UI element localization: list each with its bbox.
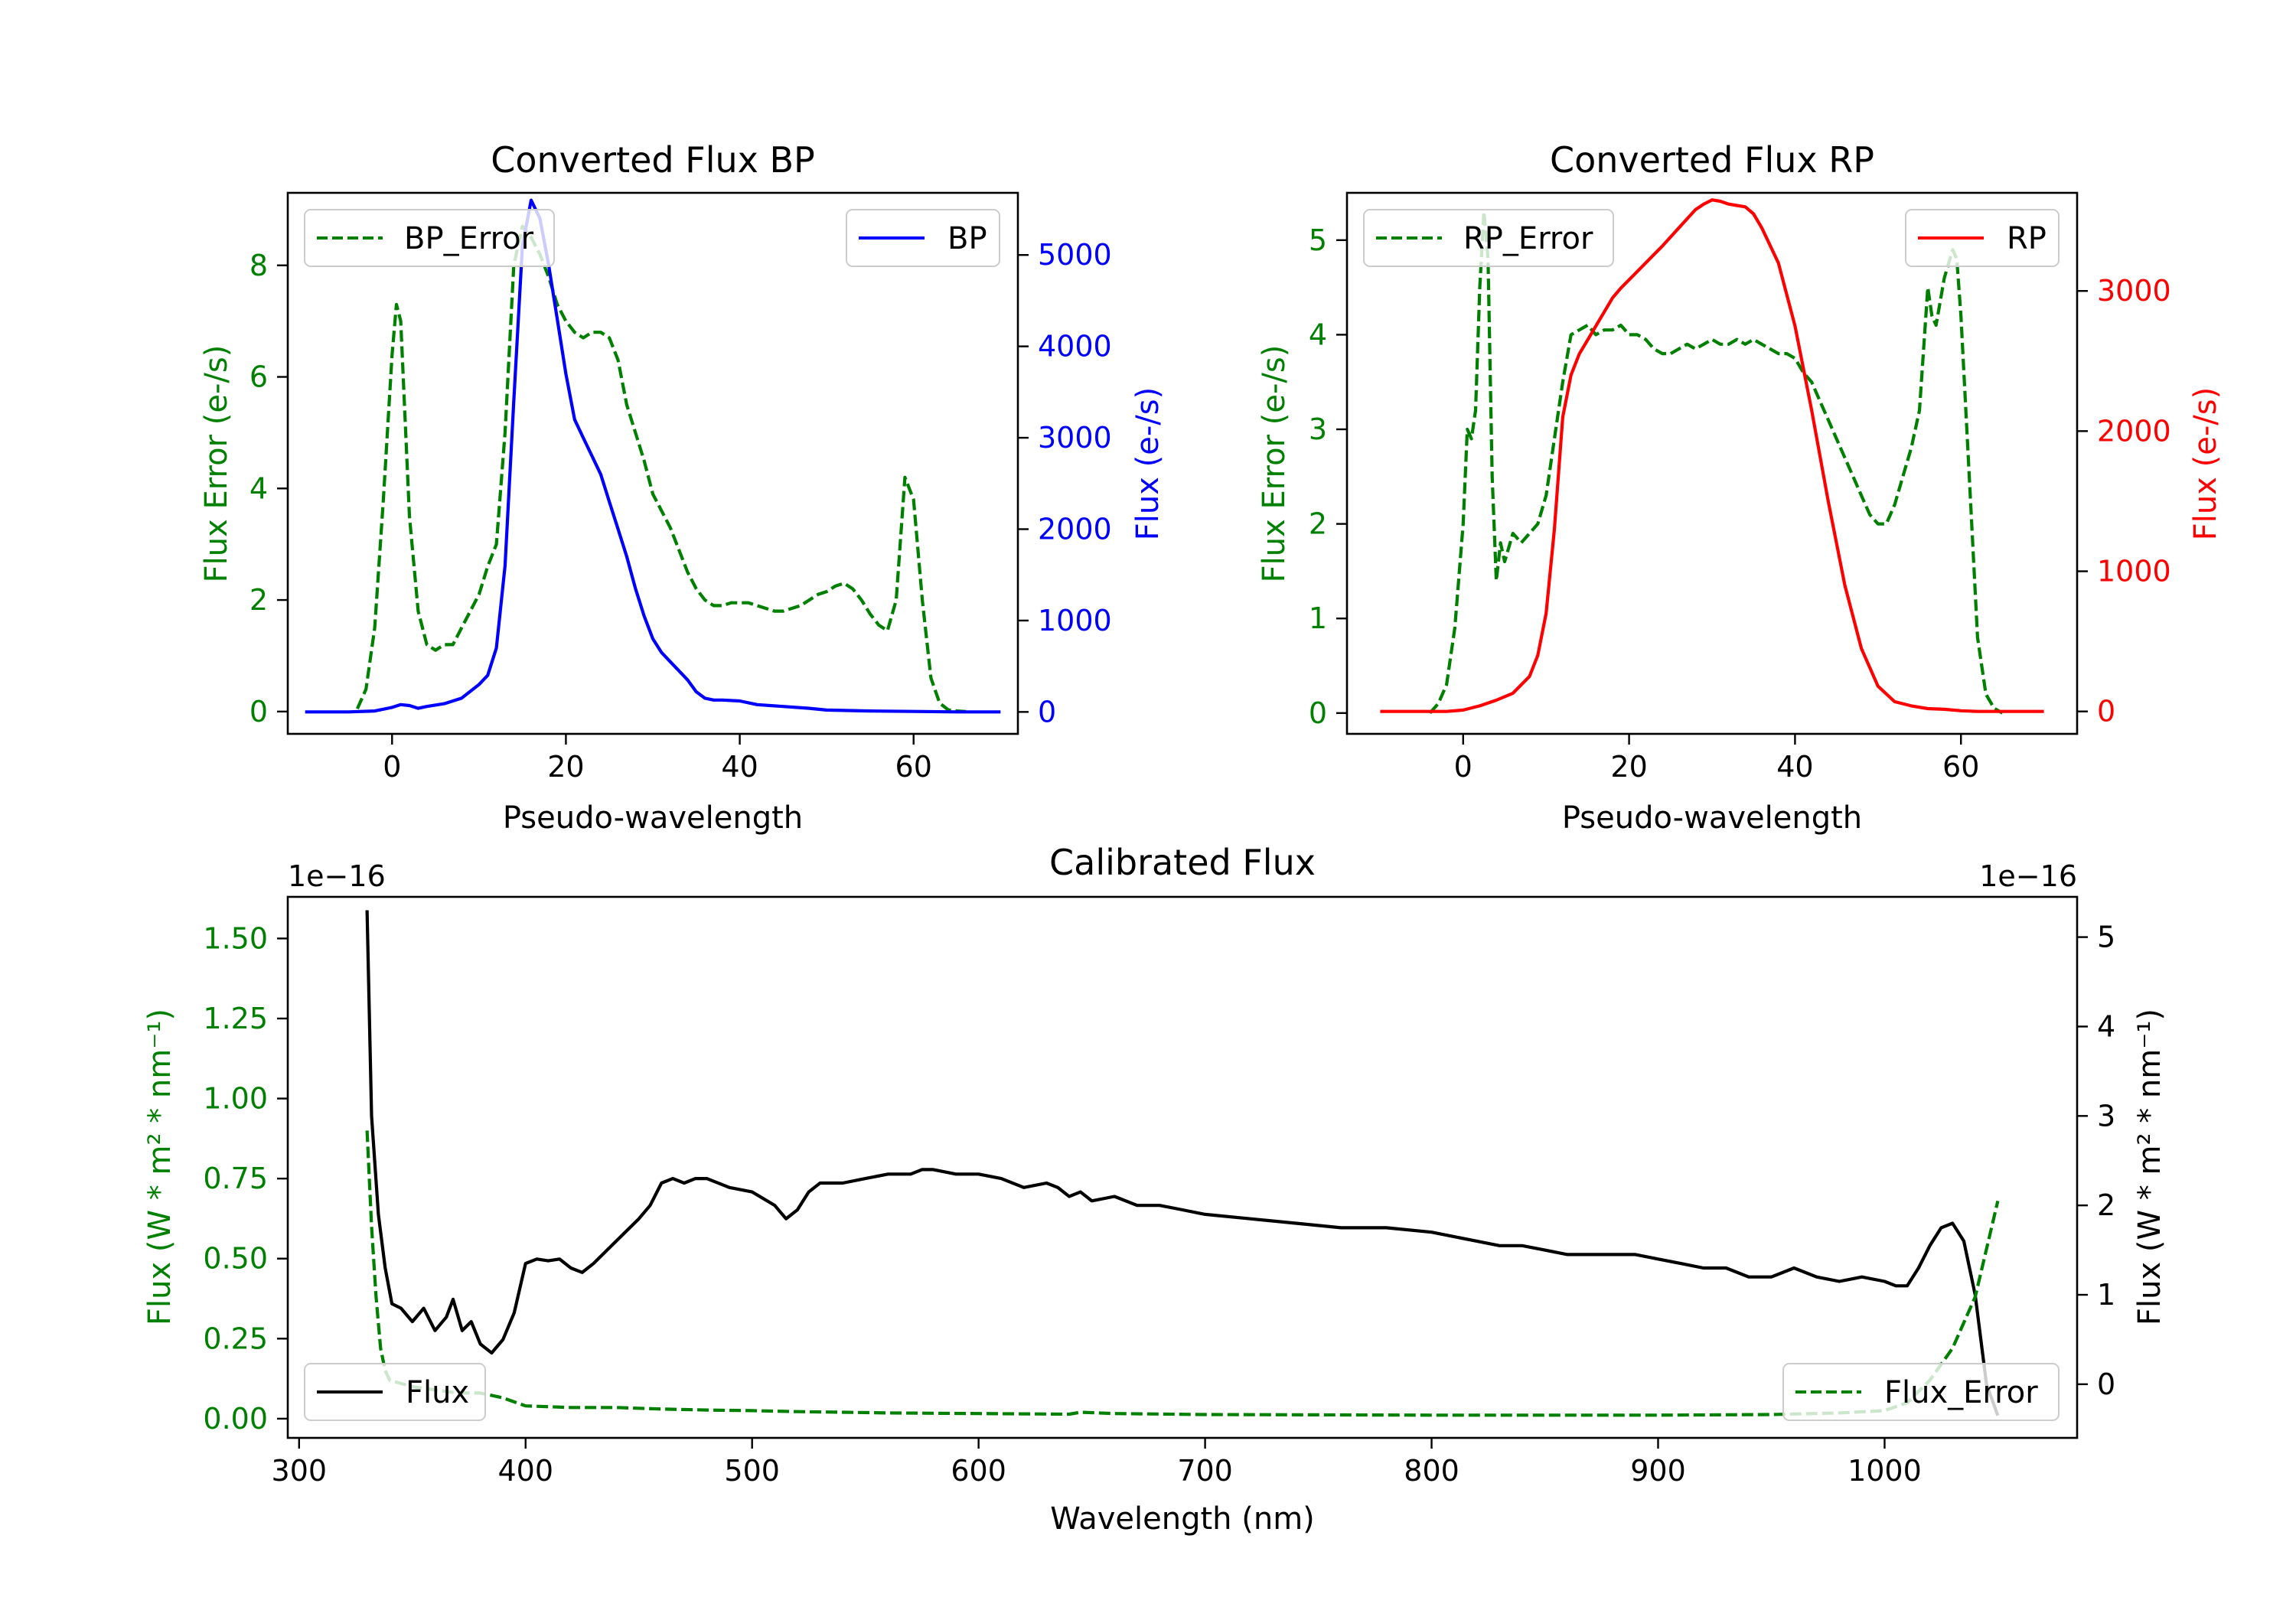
rp-left-y-tick-label: 0 [1309, 696, 1327, 730]
calibrated-axes-frame [286, 895, 2079, 1439]
rp-left-y-tick-label: 4 [1309, 318, 1327, 351]
rp-left-y-tick-label: 5 [1309, 223, 1327, 257]
calibrated-left-y-tick-label: 0.25 [203, 1322, 268, 1355]
rp-rp-line [1380, 198, 2044, 713]
bp-x-tick-label: 40 [721, 750, 758, 784]
calibrated-left-y-tick-label: 1.50 [203, 921, 268, 955]
flux-legend: Flux [304, 1363, 486, 1421]
bp-left-axis-label: Flux Error (e-/s) [199, 345, 234, 583]
bp-right-y-tick-label: 3000 [1038, 421, 1112, 455]
bp-legend: BP [846, 209, 1000, 267]
calibrated-left-y-tick-label: 0.75 [203, 1162, 268, 1195]
calibrated-left-y-tick-label: 1.25 [203, 1002, 268, 1035]
bp-error-legend: BP_Error [304, 209, 555, 267]
calibrated-right-y-tick-label: 1 [2097, 1278, 2115, 1312]
rp-chart-panel: Converted Flux RP 0 20 40 60 0 1 2 3 4 5 0 1000 20… [1257, 139, 2223, 836]
bp-x-tick-label: 60 [895, 750, 932, 784]
bp-left-y-tick-label: 2 [249, 583, 268, 617]
flux-legend-label: Flux [406, 1375, 469, 1410]
rp-left-y-tick-label: 3 [1309, 412, 1327, 446]
bp-chart-panel: Converted Flux BP 0 20 40 60 0 2 4 6 8 0 1000 200… [199, 139, 1166, 836]
bp-x-axis-label: Pseudo-wavelength [503, 800, 803, 836]
calibrated-right-y-tick-label: 4 [2097, 1009, 2115, 1043]
bp-bp-line [305, 198, 1001, 714]
bp-right-y-tick-label: 0 [1038, 695, 1056, 729]
bp-right-axis-label: Flux (e-/s) [1130, 387, 1166, 540]
calibrated-left-y-tick-label: 0.50 [203, 1242, 268, 1276]
bp-right-y-tick-label: 1000 [1038, 604, 1112, 637]
rp-x-tick-label: 60 [1942, 750, 1979, 784]
calibrated-x-tick-label: 1000 [1848, 1454, 1922, 1488]
calibrated-right-axis-label: Flux (W * m² * nm⁻¹) [2132, 1009, 2167, 1325]
rp-right-y-tick-label: 0 [2097, 695, 2115, 729]
rp-right-axis-label: Flux (e-/s) [2188, 387, 2223, 540]
bp-x-tick-label: 20 [547, 750, 584, 784]
rp-axes-frame [1345, 191, 2079, 735]
bp-axes-frame [286, 191, 1019, 735]
rp-left-y-tick-label: 1 [1309, 601, 1327, 635]
calibrated-right-y-tick-label: 5 [2097, 921, 2115, 954]
rp-left-y-tick-label: 2 [1309, 507, 1327, 541]
calibrated-left-axis-label: Flux (W * m² * nm⁻¹) [142, 1009, 178, 1325]
calibrated-left-y-tick-label: 1.00 [203, 1082, 268, 1116]
calibrated-x-tick-label: 700 [1177, 1454, 1233, 1488]
bp-right-y-tick-label: 4000 [1038, 330, 1112, 363]
rp-error-legend-frame [1363, 209, 1614, 267]
bp-left-y-tick-label: 4 [249, 471, 268, 505]
rp-right-y-tick-label: 1000 [2097, 555, 2171, 588]
calibrated-flux-error-line [365, 1130, 2000, 1417]
bp-x-tick-label: 0 [383, 750, 401, 784]
calibrated-right-y-tick-label: 0 [2097, 1367, 2115, 1401]
bp-left-y-tick-label: 6 [249, 360, 268, 394]
calibrated-x-axis-label: Wavelength (nm) [1050, 1501, 1315, 1537]
rp-right-y-tick-label: 3000 [2097, 274, 2171, 308]
rp-chart-title: Converted Flux RP [1550, 139, 1874, 181]
calibrated-chart-panel: Calibrated Flux 1e−16 1e−16 300 400 500 600… [142, 842, 2167, 1537]
rp-right-y-tick-label: 2000 [2097, 414, 2171, 448]
rp-legend: RP [1905, 209, 2060, 267]
bp-bp-error-line [355, 224, 967, 713]
flux-error-legend: Flux_Error [1782, 1363, 2060, 1421]
rp-x-tick-label: 40 [1776, 750, 1813, 784]
bp-left-y-tick-label: 8 [249, 249, 268, 282]
bp-error-legend-frame [304, 209, 555, 267]
bp-chart-title: Converted Flux BP [491, 139, 815, 181]
calibrated-right-scale-label: 1e−16 [1979, 859, 2077, 893]
calibrated-chart-title: Calibrated Flux [1049, 842, 1316, 883]
calibrated-x-tick-label: 400 [497, 1454, 553, 1488]
rp-error-legend: RP_Error [1363, 209, 1614, 267]
calibrated-x-tick-label: 900 [1630, 1454, 1686, 1488]
rp-error-legend-label: RP_Error [1463, 221, 1593, 256]
bp-legend-label: BP [947, 221, 987, 256]
calibrated-x-tick-label: 600 [951, 1454, 1006, 1488]
calibrated-right-y-tick-label: 2 [2097, 1188, 2115, 1222]
calibrated-flux-line [365, 910, 2000, 1416]
bp-left-y-tick-label: 0 [249, 695, 268, 729]
calibrated-x-tick-label: 300 [272, 1454, 328, 1488]
flux-error-legend-frame [1782, 1363, 2060, 1421]
bp-right-y-tick-label: 5000 [1038, 238, 1112, 272]
rp-left-axis-label: Flux Error (e-/s) [1257, 345, 1292, 583]
calibrated-x-tick-label: 500 [724, 1454, 780, 1488]
rp-legend-label: RP [2007, 221, 2047, 256]
calibrated-left-y-tick-label: 0.00 [203, 1402, 268, 1436]
flux-legend-frame [304, 1363, 486, 1421]
rp-x-axis-label: Pseudo-wavelength [1562, 800, 1862, 836]
flux-error-legend-label: Flux_Error [1884, 1375, 2038, 1410]
calibrated-right-y-tick-label: 3 [2097, 1099, 2115, 1133]
bp-right-y-tick-label: 2000 [1038, 512, 1112, 546]
calibrated-x-tick-label: 800 [1404, 1454, 1459, 1488]
rp-rp-error-line [1428, 210, 2004, 715]
bp-error-legend-label: BP_Error [404, 221, 534, 256]
rp-x-tick-label: 20 [1610, 750, 1647, 784]
rp-x-tick-label: 0 [1454, 750, 1473, 784]
calibrated-left-scale-label: 1e−16 [288, 859, 386, 893]
